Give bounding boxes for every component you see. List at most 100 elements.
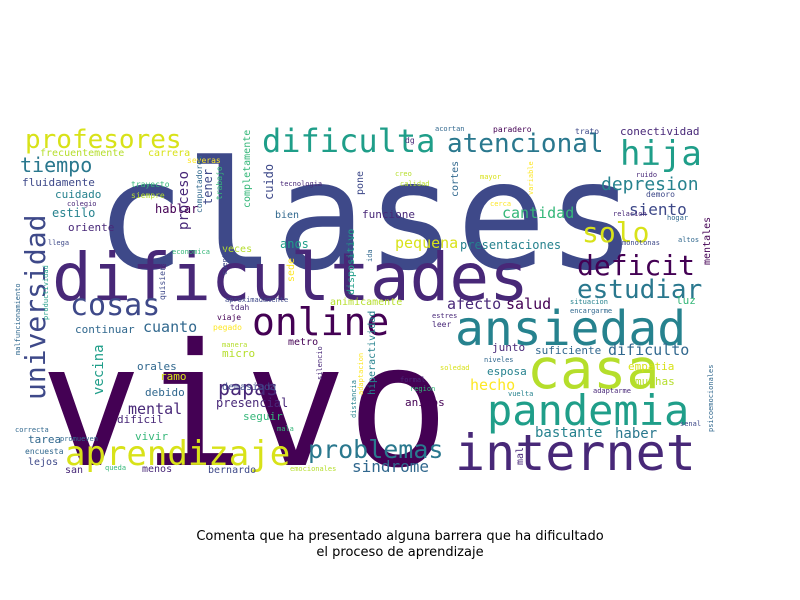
word-quisiera: quisiera [158, 261, 167, 300]
word-cortes: cortes [450, 161, 461, 197]
word-encargarme: encargarme [570, 307, 612, 315]
word-region: region [410, 385, 435, 393]
word-hija: hija [620, 134, 702, 174]
word-frecuentemente: frecuentemente [40, 148, 124, 159]
word-productividad: productividad [42, 265, 50, 320]
word-hogar: hogar [667, 214, 688, 222]
caption-line-2: el proceso de aprendizaje [316, 545, 484, 560]
word-encuesta: encuesta [25, 447, 64, 456]
word-mal: mal [515, 447, 526, 465]
word-orales: orales [137, 360, 177, 373]
word-menos: menos [142, 464, 172, 475]
word-presentaciones: presentaciones [460, 238, 561, 252]
word-cantidad: cantidad [502, 204, 574, 222]
word-debido: debido [145, 386, 185, 399]
word-internet: internet [455, 424, 696, 482]
word-situacion: situacion [570, 298, 608, 306]
word-siento: siento [629, 200, 687, 219]
word-trato: trato [575, 127, 599, 136]
word-atencional: atencional [447, 129, 604, 159]
word-malfuncionamiento: malfuncionamiento [14, 283, 22, 355]
word-deficit: deficit [577, 249, 695, 282]
word-haber: haber [615, 426, 657, 442]
word-hecho: hecho [470, 376, 515, 394]
word-altos: altos [678, 236, 699, 244]
word-salud: salud [506, 295, 551, 313]
word-relacion: relacion [613, 210, 647, 218]
word-formal: formal [400, 376, 425, 384]
word-estudiar: estudiar [577, 275, 702, 305]
word-llega: llega [48, 239, 69, 247]
word-correcta: correcta [15, 426, 49, 434]
word-ruido: ruido [636, 171, 657, 179]
word-dg: dg [405, 136, 415, 145]
word-empatia: empatia [628, 360, 674, 373]
word-sede: sede [286, 258, 297, 282]
word-ansiedad: ansiedad [455, 301, 686, 357]
word-seguir: seguir [243, 410, 283, 423]
word-economica: economica [172, 248, 210, 256]
word-computadores: computadores [195, 155, 204, 213]
word-leer: leer [432, 320, 451, 329]
word-viaje: viaje [217, 313, 241, 322]
word-cosas: cosas [70, 288, 160, 323]
word-soledad: soledad [440, 364, 470, 372]
word-junto: junto [492, 341, 525, 354]
word-oriente: oriente [68, 221, 114, 234]
word-san: san [65, 465, 83, 476]
word-trayecto: trayecto [131, 180, 170, 189]
word-demoro: demoro [646, 190, 675, 199]
word-mental: mental [128, 400, 182, 418]
word-aproximadamente: aproximadamente [225, 296, 288, 304]
word-creo: creo [395, 170, 412, 178]
word-monotonas: monotonas [622, 239, 660, 247]
word-pequena: pequena [395, 234, 458, 252]
word-colegio: colegio [67, 200, 97, 208]
word-hablar: hablar [155, 202, 198, 216]
word-animicamente: animicamente [330, 297, 402, 308]
word-tiempo: tiempo [20, 153, 92, 177]
word-dificultades: dificultades [52, 239, 529, 316]
caption-line-1: Comenta que ha presentado alguna barrera… [196, 529, 604, 544]
word-mala: mala [277, 425, 294, 433]
word-metro: metro [288, 337, 318, 348]
word-estilo: estilo [52, 206, 95, 220]
word-cuido: cuido [262, 164, 276, 200]
word-continuar: continuar [75, 323, 135, 336]
word-vuelta: vuelta [508, 390, 533, 398]
word-fluidamente: fluidamente [22, 176, 95, 189]
word-tener: tener [201, 169, 215, 205]
word-presencial: presencial [216, 396, 288, 410]
word-online: online [252, 300, 389, 344]
word-tarea: tarea [28, 433, 61, 446]
word-variable: variable [527, 161, 535, 195]
word-manera: manera [222, 341, 247, 349]
word-vivir: vivir [135, 430, 168, 443]
word-suficiente: suficiente [535, 344, 601, 357]
word-vivo: vivo [40, 308, 449, 506]
word-pone: pone [355, 171, 366, 195]
word-esposa: esposa [487, 365, 527, 378]
word-cuidado: cuidado [55, 188, 101, 201]
word-estres: estres [432, 312, 457, 320]
word-veces: veces [222, 244, 252, 255]
word-afecto: afecto [447, 295, 501, 313]
word-dificulto: dificulto [608, 341, 689, 359]
word-muchas: muchas [635, 375, 675, 388]
word-tecnologia: tecnologia [280, 180, 322, 188]
word-senal: senal [680, 420, 701, 428]
word-distancia: distancia [350, 380, 358, 418]
word-ida: ida [366, 249, 374, 262]
word-trabajo: trabajo [215, 166, 224, 200]
word-clases: clases [95, 130, 637, 304]
word-bernardo: bernardo [208, 465, 256, 476]
word-calidad: calidad [400, 180, 430, 188]
word-adaptarme: adaptarme [593, 387, 631, 395]
word-dificil: dificil [117, 413, 163, 426]
word-micro: micro [222, 347, 255, 360]
word-casa: casa [527, 337, 659, 401]
word-depresion: depresion [601, 174, 699, 195]
word-papas: papas [218, 376, 278, 400]
word-solo: solo [582, 216, 649, 249]
